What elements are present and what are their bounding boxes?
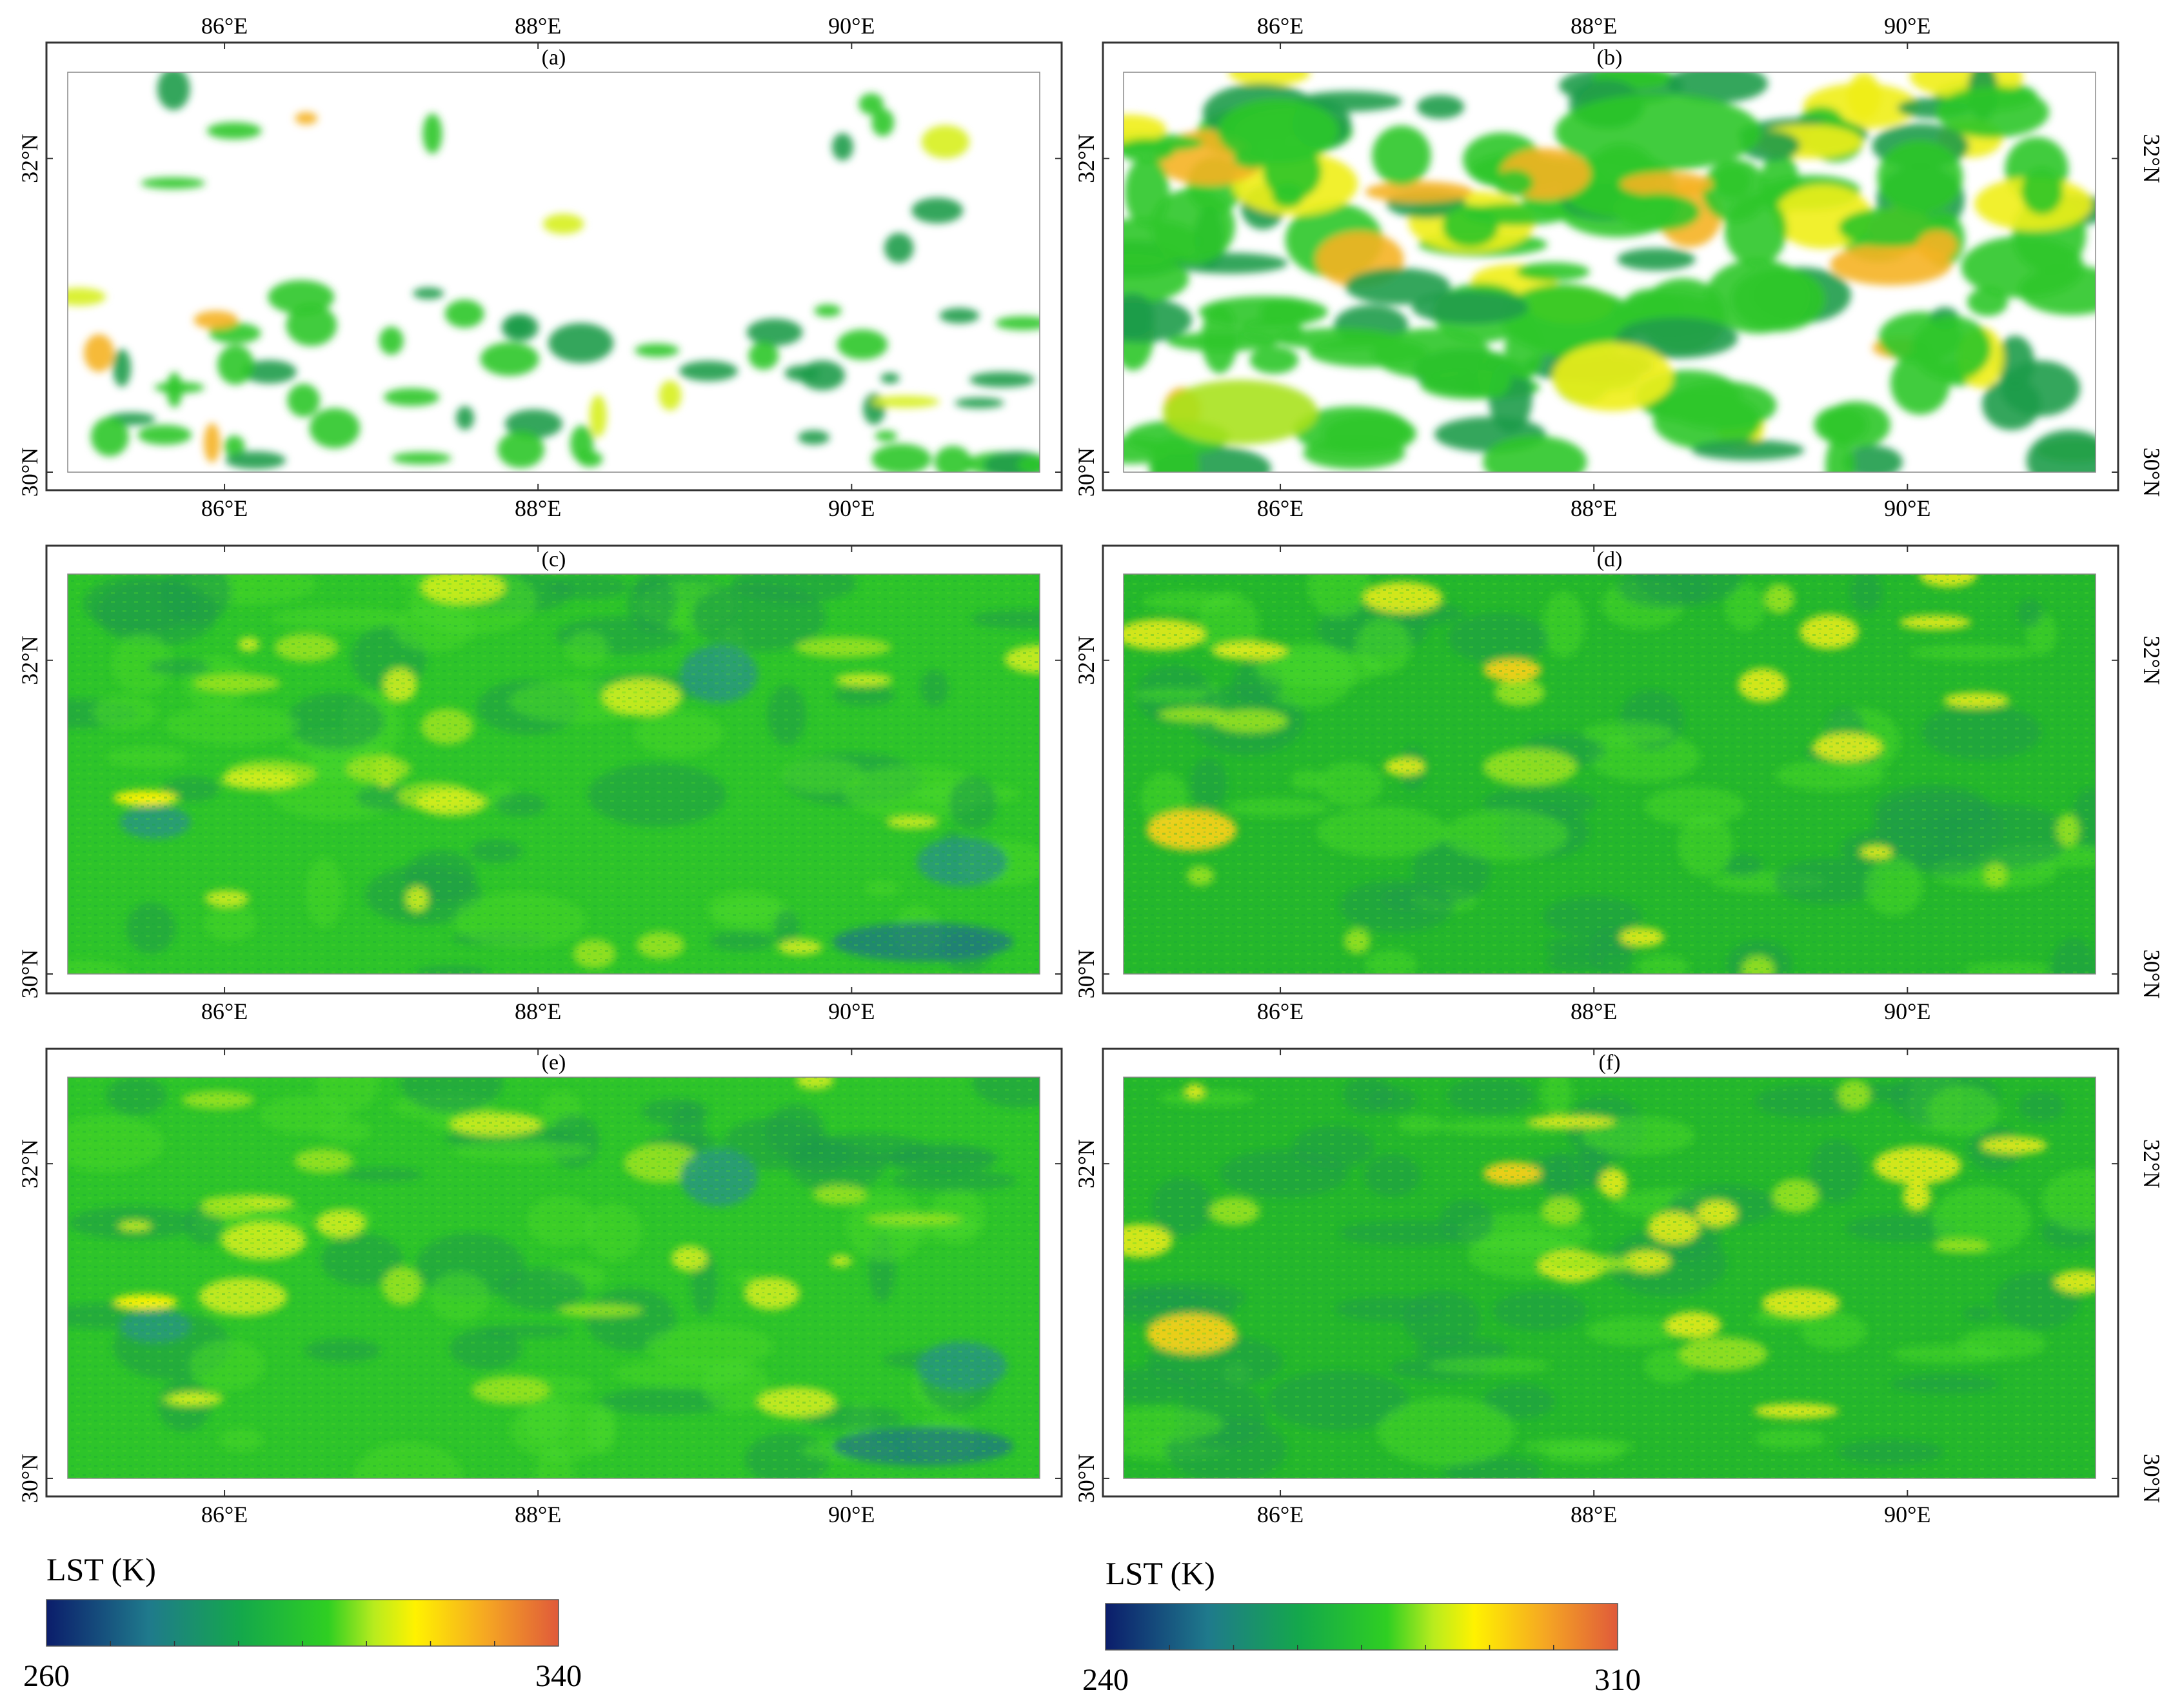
lst-raster — [1124, 1077, 2096, 1478]
colorbar-gradient — [1105, 1603, 1618, 1651]
lat-tick-label: 32°N — [1073, 636, 1099, 685]
lon-tick-label: 86°E — [1257, 13, 1304, 39]
map-panel-e: (e) 86°E 88°E 90°E 32°N 30°N — [17, 1048, 1063, 1527]
lat-tick-label: 32°N — [2139, 636, 2162, 685]
lat-tick-label: 32°N — [1073, 1139, 1099, 1188]
lst-raster — [68, 72, 1040, 472]
lat-tick-label: 30°N — [17, 949, 43, 998]
lat-tick-label: 32°N — [17, 134, 43, 183]
lon-tick-label: 86°E — [1257, 495, 1304, 521]
lon-tick-label: 90°E — [1884, 495, 1930, 521]
panel-label: (a) — [542, 46, 566, 70]
panel-label: (b) — [1597, 46, 1623, 70]
panel-label: (f) — [1599, 1051, 1621, 1075]
lon-tick-label: 86°E — [1257, 1502, 1304, 1527]
lon-tick-label: 90°E — [1884, 1502, 1930, 1527]
colorbar-title: LST (K) — [1106, 1555, 1215, 1591]
colorbar-min-label: 240 — [1082, 1663, 1129, 1697]
map-panel-c: (c) 86°E 88°E 90°E 32°N 30°N — [17, 544, 1063, 1024]
lon-tick-label: 88°E — [515, 495, 561, 521]
lat-tick-label: 32°N — [1073, 134, 1099, 183]
lat-tick-label: 30°N — [17, 448, 43, 497]
panel-label: (e) — [542, 1051, 566, 1075]
lon-tick-label: 86°E — [201, 495, 248, 521]
lon-tick-label: 90°E — [1884, 998, 1930, 1024]
map-panel-b: (b) 86°E 86°E 88°E 88°E 90°E 90°E 32°N 32°N 30°N 3… — [1073, 13, 2162, 521]
colorbar-right: LST (K) 240 310 — [1082, 1555, 1641, 1697]
lst-raster — [68, 1077, 1040, 1478]
lon-tick-label: 90°E — [828, 13, 875, 39]
lat-tick-label: 32°N — [17, 1139, 43, 1188]
lat-tick-label: 32°N — [2139, 134, 2162, 183]
map-panel-a: (a) 86°E 86°E 88°E 88°E 90°E 90°E 32°N 30°N — [17, 13, 1063, 521]
lon-tick-label: 88°E — [1571, 13, 1617, 39]
colorbar-max-label: 310 — [1594, 1663, 1641, 1697]
lon-tick-label: 88°E — [515, 998, 561, 1024]
lat-tick-label: 32°N — [17, 636, 43, 685]
lat-tick-label: 30°N — [17, 1454, 43, 1503]
lon-tick-label: 86°E — [201, 13, 248, 39]
lon-tick-label: 86°E — [201, 1502, 248, 1527]
lon-tick-label: 88°E — [1571, 1502, 1617, 1527]
panel-label: (d) — [1597, 548, 1623, 571]
lon-tick-label: 88°E — [1571, 998, 1617, 1024]
lat-tick-label: 30°N — [2139, 1454, 2162, 1503]
lon-tick-label: 88°E — [1571, 495, 1617, 521]
colorbar-min-label: 260 — [23, 1659, 70, 1693]
lat-tick-label: 30°N — [2139, 949, 2162, 998]
lst-raster — [1124, 574, 2096, 974]
lat-tick-label: 30°N — [1073, 949, 1099, 998]
lon-tick-label: 90°E — [828, 1502, 875, 1527]
lon-tick-label: 88°E — [515, 13, 561, 39]
panel-label: (c) — [542, 548, 566, 571]
lat-tick-label: 32°N — [2139, 1139, 2162, 1188]
lon-tick-label: 90°E — [828, 495, 875, 521]
lst-raster — [1124, 72, 2096, 472]
lon-tick-label: 90°E — [828, 998, 875, 1024]
lon-tick-label: 88°E — [515, 1502, 561, 1527]
lat-tick-label: 30°N — [1073, 1454, 1099, 1503]
lon-tick-label: 86°E — [201, 998, 248, 1024]
map-panel-f: (f) 86°E 88°E 90°E 32°N 32°N 30°N 30°N — [1073, 1048, 2162, 1527]
colorbar-max-label: 340 — [535, 1659, 582, 1693]
lst-raster — [68, 574, 1040, 974]
lat-tick-label: 30°N — [2139, 448, 2162, 497]
colorbar-title: LST (K) — [46, 1551, 156, 1587]
lat-tick-label: 30°N — [1073, 448, 1099, 497]
lon-tick-label: 86°E — [1257, 998, 1304, 1024]
colorbar-left: LST (K) 260 340 — [23, 1551, 582, 1693]
lon-tick-label: 90°E — [1884, 13, 1930, 39]
map-panel-d: (d) 86°E 88°E 90°E 32°N 32°N 30°N 30°N — [1073, 544, 2162, 1024]
colorbar-gradient — [46, 1599, 559, 1647]
